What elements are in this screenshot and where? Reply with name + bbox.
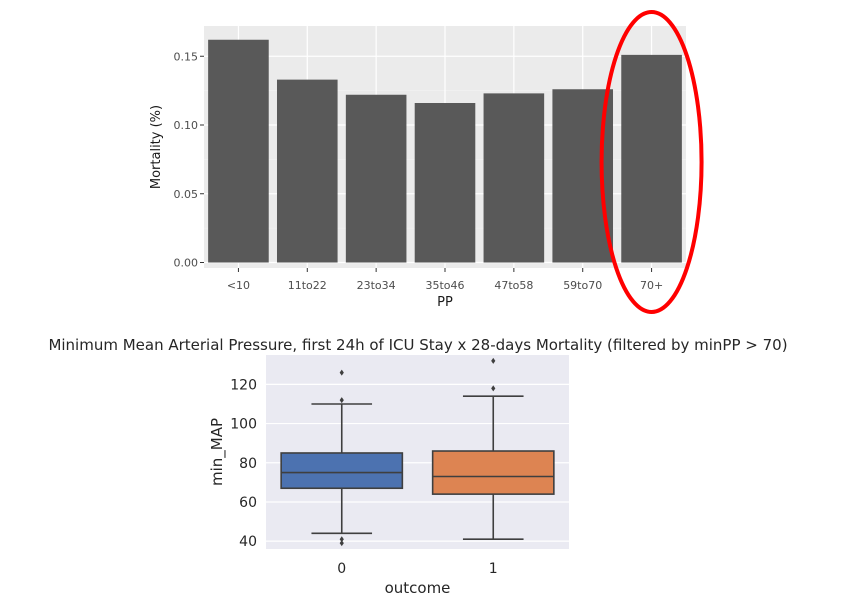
x-tick-label: 70+ xyxy=(640,279,663,292)
x-tick-label: 59to70 xyxy=(563,279,602,292)
x-tick-label: 47to58 xyxy=(494,279,533,292)
outlier-point xyxy=(339,536,344,543)
bar xyxy=(345,94,407,263)
y-axis-label: min_MAP xyxy=(208,418,227,486)
x-tick-label: 35to46 xyxy=(425,279,464,292)
bar xyxy=(414,103,476,263)
y-tick-label: 60 xyxy=(239,495,257,511)
y-tick-label: 0.10 xyxy=(174,119,199,132)
x-tick-label: 1 xyxy=(489,561,498,577)
y-tick-label: 0.15 xyxy=(174,50,199,63)
x-axis-label: PP xyxy=(437,295,453,310)
bar xyxy=(276,79,338,263)
x-axis-label: outcome xyxy=(385,579,451,597)
chart-title: Minimum Mean Arterial Pressure, first 24… xyxy=(48,336,787,354)
y-tick-label: 120 xyxy=(230,377,257,393)
outlier-point xyxy=(339,369,344,376)
bar xyxy=(621,54,682,263)
outlier-point xyxy=(491,385,496,392)
outlier-point xyxy=(339,397,344,404)
outlier-point xyxy=(339,540,344,547)
x-tick-label: 11to22 xyxy=(288,279,327,292)
box xyxy=(431,450,555,495)
y-axis-label: Mortality (%) xyxy=(149,105,164,189)
x-tick-label: 0 xyxy=(337,561,346,577)
x-tick-label: 23to34 xyxy=(357,279,396,292)
y-tick-label: 80 xyxy=(239,456,257,472)
box xyxy=(280,452,404,490)
outlier-point xyxy=(491,357,496,364)
bar xyxy=(483,93,545,263)
y-tick-label: 40 xyxy=(239,534,257,550)
y-tick-label: 0.05 xyxy=(174,188,199,201)
bar xyxy=(208,39,269,263)
highlight-ellipse xyxy=(599,10,704,314)
y-tick-label: 0.00 xyxy=(174,257,199,270)
x-tick-label: <10 xyxy=(227,279,250,292)
y-tick-label: 100 xyxy=(230,417,257,433)
